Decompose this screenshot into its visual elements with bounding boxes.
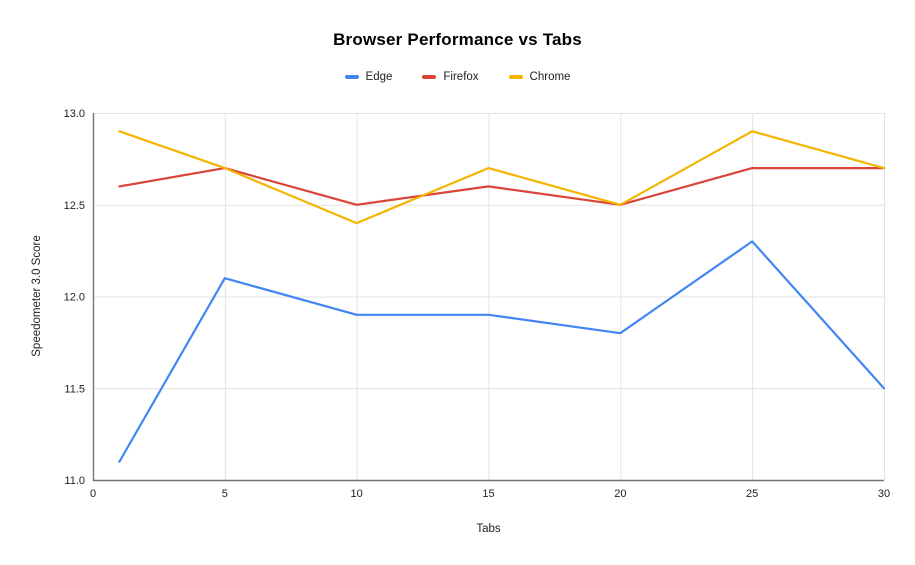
x-tick-label: 15: [482, 488, 494, 500]
x-tick-label: 0: [90, 488, 96, 500]
y-tick-label: 11.0: [64, 475, 85, 487]
legend-label: Edge: [365, 71, 393, 83]
series-line-firefox: [118, 167, 886, 206]
legend-item-chrome: Chrome: [508, 71, 571, 83]
x-axis-title: Tabs: [476, 523, 501, 535]
series-line-chrome: [118, 130, 886, 225]
series-line-edge: [118, 240, 886, 463]
y-tick-label: 12.0: [64, 292, 85, 304]
x-tick-label: 30: [878, 488, 890, 500]
y-axis-title: Speedometer 3.0 Score: [31, 235, 43, 357]
legend-label: Firefox: [443, 71, 479, 83]
y-tick-label: 12.5: [64, 200, 85, 212]
x-tick-label: 5: [222, 488, 228, 500]
y-tick-label: 13.0: [64, 108, 85, 120]
legend-swatch-firefox: [422, 75, 437, 79]
legend-swatch-edge: [344, 75, 359, 79]
legend-swatch-chrome: [508, 75, 523, 79]
legend-label: Chrome: [529, 71, 571, 83]
y-tick-label: 11.5: [64, 383, 85, 395]
x-tick-label: 25: [746, 488, 758, 500]
x-tick-label: 20: [614, 488, 626, 500]
chart-legend: Edge Firefox Chrome: [0, 71, 915, 83]
chart-title: Browser Performance vs Tabs: [333, 30, 582, 49]
legend-item-firefox: Firefox: [422, 71, 479, 83]
x-tick-label: 10: [351, 488, 363, 500]
legend-item-edge: Edge: [344, 71, 393, 83]
